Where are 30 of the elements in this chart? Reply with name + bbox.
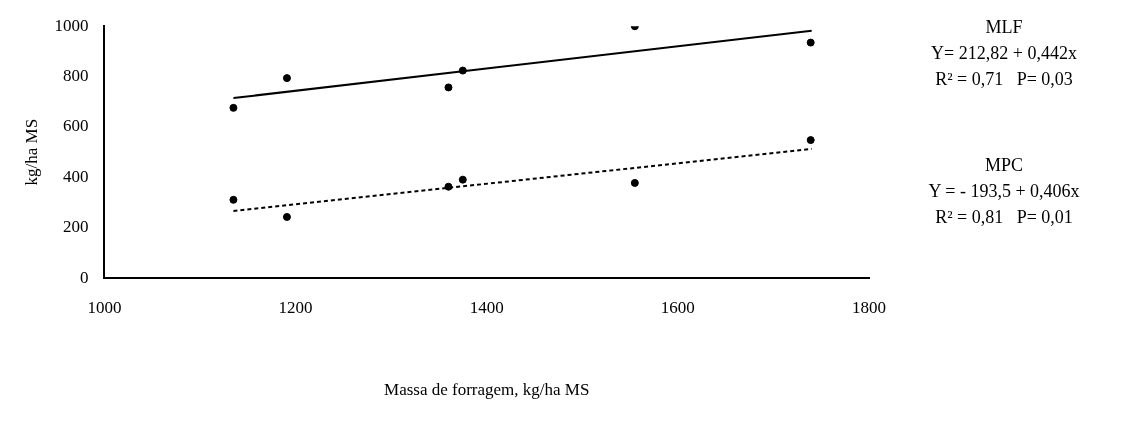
text: MLF — [985, 16, 1023, 37]
y-tick-label: 600 — [62, 116, 89, 136]
point — [282, 212, 291, 221]
point — [630, 178, 639, 187]
point — [282, 74, 291, 83]
point — [806, 136, 815, 145]
x-tick-label: 1000 — [87, 297, 122, 317]
y-tick-label: 200 — [62, 217, 89, 237]
x-tick-label: 1400 — [469, 297, 504, 317]
point — [444, 182, 453, 191]
point — [458, 175, 467, 184]
text: Y= 212,82 + 0,442x — [931, 42, 1077, 63]
text: Y = - 193,5 + 0,406x — [928, 180, 1080, 201]
point — [229, 103, 238, 112]
x-tick-label: 1800 — [852, 297, 886, 317]
point — [229, 195, 238, 204]
point — [806, 38, 815, 47]
y-tick-label: 1000 — [54, 15, 89, 35]
x-tick-label: 1200 — [278, 297, 313, 317]
x-axis-title: Massa de forragem, kg/ha MS — [384, 380, 590, 400]
y-tick-label: 400 — [62, 166, 89, 186]
text: MPC — [984, 154, 1024, 175]
y-tick-label: 800 — [62, 66, 89, 86]
y-axis-title: kg/ha MS — [21, 118, 41, 186]
y-tick-label: 0 — [79, 267, 89, 287]
text: R² = 0,71 P= 0,03 — [935, 68, 1073, 89]
point — [444, 83, 453, 92]
text: R² = 0,81 P= 0,01 — [935, 206, 1073, 227]
point — [458, 66, 467, 75]
x-tick-label: 1600 — [660, 297, 695, 317]
